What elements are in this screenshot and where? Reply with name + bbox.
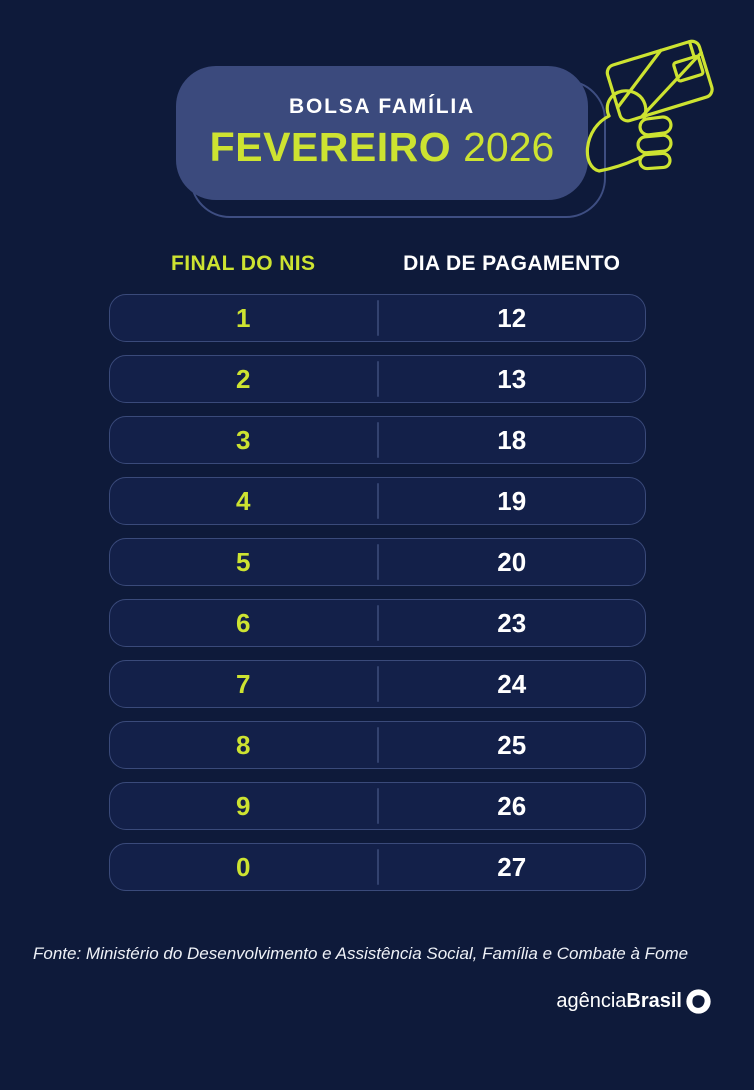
nis-cell: 6 xyxy=(236,607,251,638)
nis-cell: 2 xyxy=(236,363,251,394)
table-row: 3 18 xyxy=(109,416,646,464)
row-divider xyxy=(376,605,379,641)
table-row: 5 20 xyxy=(109,538,646,586)
row-divider xyxy=(376,788,379,824)
program-title: BOLSA FAMÍLIA xyxy=(289,95,475,118)
day-cell: 25 xyxy=(497,729,527,760)
day-cell: 27 xyxy=(497,851,527,882)
nis-cell: 8 xyxy=(236,729,251,760)
logo-text-light: agência xyxy=(556,990,627,1012)
hand-holding-card-icon xyxy=(585,39,714,173)
row-divider xyxy=(376,849,379,885)
row-divider xyxy=(376,483,379,519)
table-row: 2 13 xyxy=(109,355,646,403)
row-divider xyxy=(376,422,379,458)
day-cell: 18 xyxy=(497,424,527,455)
nis-cell: 7 xyxy=(236,668,251,699)
row-divider xyxy=(376,361,379,397)
nis-cell: 4 xyxy=(236,485,251,516)
column-header-final-do-nis: FINAL DO NIS xyxy=(171,252,316,275)
day-cell: 24 xyxy=(497,668,527,699)
nis-cell: 0 xyxy=(236,851,251,882)
table-header-row: FINAL DO NIS DIA DE PAGAMENTO xyxy=(109,252,646,276)
table-row: 0 27 xyxy=(109,843,646,891)
payment-table: 1 12 2 13 3 18 4 19 5 20 6 xyxy=(109,294,646,904)
row-divider xyxy=(376,544,379,580)
source-note: Fonte: Ministério do Desenvolvimento e A… xyxy=(33,944,689,963)
table-row: 8 25 xyxy=(109,721,646,769)
nis-cell: 9 xyxy=(236,790,251,821)
month-year-line: FEVEREIRO 2026 xyxy=(210,124,555,171)
logo-text-bold: Brasil xyxy=(626,990,682,1012)
year-label: 2026 xyxy=(463,124,555,170)
table-row: 9 26 xyxy=(109,782,646,830)
day-cell: 20 xyxy=(497,546,527,577)
month-label: FEVEREIRO xyxy=(209,124,452,170)
agencia-brasil-logo: agência Brasil xyxy=(556,988,712,1015)
table-row: 1 12 xyxy=(109,294,646,342)
nis-cell: 3 xyxy=(236,424,251,455)
day-cell: 12 xyxy=(497,302,527,333)
brasil-map-circle-icon xyxy=(686,989,711,1014)
table-row: 4 19 xyxy=(109,477,646,525)
day-cell: 19 xyxy=(497,485,527,516)
header-box: BOLSA FAMÍLIA FEVEREIRO 2026 xyxy=(176,66,588,200)
table-row: 7 24 xyxy=(109,660,646,708)
nis-cell: 1 xyxy=(236,302,251,333)
row-divider xyxy=(376,727,379,763)
nis-cell: 5 xyxy=(236,546,251,577)
day-cell: 13 xyxy=(497,363,527,394)
row-divider xyxy=(376,666,379,702)
table-row: 6 23 xyxy=(109,599,646,647)
day-cell: 26 xyxy=(497,790,527,821)
day-cell: 23 xyxy=(497,607,527,638)
row-divider xyxy=(376,300,379,336)
column-header-dia-de-pagamento: DIA DE PAGAMENTO xyxy=(403,252,621,275)
